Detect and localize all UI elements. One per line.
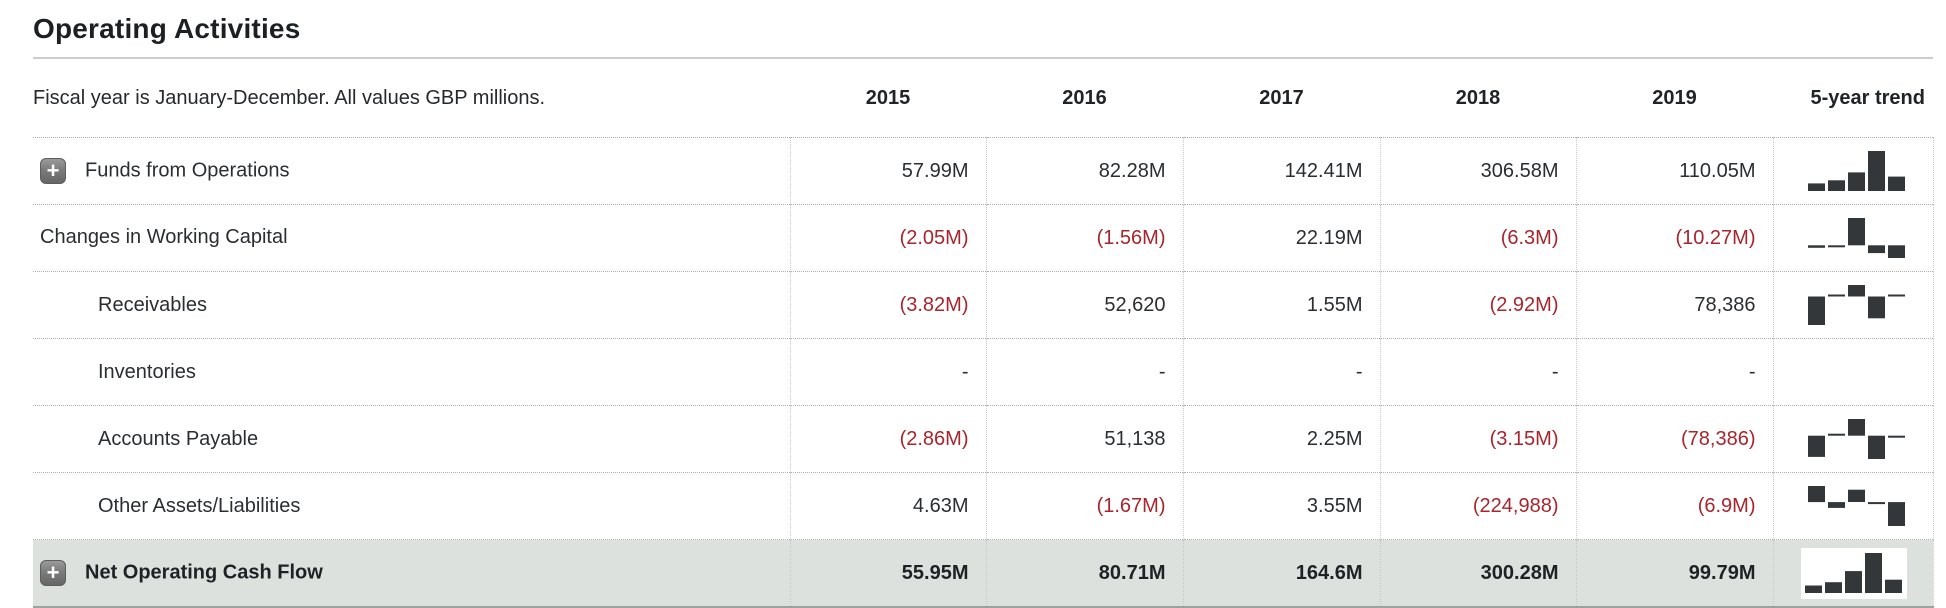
column-header-trend: 5-year trend bbox=[1810, 86, 1926, 109]
value-cell: 82.28M bbox=[985, 137, 1183, 205]
expand-row-button[interactable]: + bbox=[40, 158, 66, 184]
section-title-bar: Operating Activities bbox=[33, 0, 1933, 59]
table-row: Accounts Payable (2.86M) 51,138 2.25M (3.15M… bbox=[33, 405, 1934, 473]
trend-sparkline bbox=[1807, 215, 1907, 261]
value-cell: 3.55M bbox=[1182, 472, 1380, 540]
column-header-2018: 2018 bbox=[1455, 86, 1501, 109]
value-cell: (1.56M) bbox=[985, 204, 1183, 272]
row-label-cell: Inventories bbox=[33, 339, 790, 406]
value-cell: 4.63M bbox=[789, 472, 986, 540]
row-label: Receivables bbox=[98, 293, 207, 316]
trend-sparkline bbox=[1800, 547, 1907, 599]
value-cell: 2.25M bbox=[1182, 405, 1380, 473]
value-cell: 164.6M bbox=[1182, 539, 1380, 607]
value-cell: 306.58M bbox=[1379, 137, 1576, 205]
value-cell: 78,386 bbox=[1575, 271, 1773, 339]
trend-cell bbox=[1772, 204, 1934, 272]
trend-sparkline bbox=[1807, 148, 1907, 194]
value-cell: 1.55M bbox=[1182, 271, 1380, 339]
value-cell: (6.3M) bbox=[1379, 204, 1576, 272]
plus-icon: + bbox=[46, 158, 60, 183]
fiscal-note: Fiscal year is January-December. All val… bbox=[33, 86, 546, 109]
plus-icon: + bbox=[46, 560, 60, 585]
value-cell: 22.19M bbox=[1182, 204, 1380, 272]
expand-row-button[interactable]: + bbox=[40, 560, 66, 586]
trend-cell bbox=[1772, 539, 1934, 607]
page-title: Operating Activities bbox=[33, 13, 301, 44]
row-label-cell: Changes in Working Capital bbox=[33, 205, 790, 272]
row-label-cell: + Funds from Operations bbox=[33, 138, 790, 205]
value-cell: (3.82M) bbox=[789, 271, 986, 339]
table-row: Changes in Working Capital (2.05M) (1.56M)… bbox=[33, 204, 1934, 272]
value-cell: (2.86M) bbox=[789, 405, 986, 473]
value-cell: 300.28M bbox=[1379, 539, 1576, 607]
value-cell: (224,988) bbox=[1379, 472, 1576, 540]
table-row: + Funds from Operations 57.99M 82.28M 142.41… bbox=[33, 137, 1934, 205]
value-cell: 51,138 bbox=[985, 405, 1183, 473]
value-cell: 110.05M bbox=[1575, 137, 1773, 205]
row-label: Changes in Working Capital bbox=[40, 226, 288, 249]
value-cell: 52,620 bbox=[985, 271, 1183, 339]
value-cell: - bbox=[1575, 338, 1773, 406]
trend-cell bbox=[1772, 271, 1934, 339]
value-cell: 99.79M bbox=[1575, 539, 1773, 607]
row-label: Inventories bbox=[98, 360, 196, 383]
value-cell: - bbox=[1182, 338, 1380, 406]
row-label: Net Operating Cash Flow bbox=[85, 561, 323, 584]
row-label-cell: Other Assets/Liabilities bbox=[33, 473, 790, 540]
trend-cell bbox=[1772, 137, 1934, 205]
trend-sparkline bbox=[1807, 282, 1907, 328]
table-header-row: Fiscal year is January-December. All val… bbox=[33, 59, 1933, 138]
value-cell: 80.71M bbox=[985, 539, 1183, 607]
trend-cell bbox=[1772, 472, 1934, 540]
row-label: Accounts Payable bbox=[98, 427, 259, 450]
value-cell: (78,386) bbox=[1575, 405, 1773, 473]
value-cell: (2.92M) bbox=[1379, 271, 1576, 339]
table-row: Inventories - - - - - bbox=[33, 338, 1934, 406]
value-cell: (3.15M) bbox=[1379, 405, 1576, 473]
row-label-cell: Accounts Payable bbox=[33, 406, 790, 473]
row-label: Funds from Operations bbox=[85, 159, 290, 182]
value-cell: (10.27M) bbox=[1575, 204, 1773, 272]
value-cell: - bbox=[1379, 338, 1576, 406]
value-cell: (1.67M) bbox=[985, 472, 1183, 540]
value-cell: 142.41M bbox=[1182, 137, 1380, 205]
table-row: Receivables (3.82M) 52,620 1.55M (2.92M) 78,3… bbox=[33, 271, 1934, 339]
trend-cell bbox=[1772, 338, 1934, 406]
row-label-cell: Receivables bbox=[33, 272, 790, 339]
value-cell: 57.99M bbox=[789, 137, 986, 205]
value-cell: - bbox=[789, 338, 986, 406]
table-row: Other Assets/Liabilities 4.63M (1.67M) 3.55… bbox=[33, 472, 1934, 540]
table-row: + Net Operating Cash Flow 55.95M 80.71M 164.… bbox=[33, 539, 1934, 608]
value-cell: - bbox=[985, 338, 1183, 406]
column-header-2016: 2016 bbox=[1062, 86, 1107, 109]
value-cell: (6.9M) bbox=[1575, 472, 1773, 540]
trend-sparkline bbox=[1807, 416, 1907, 462]
trend-sparkline bbox=[1807, 483, 1907, 529]
operating-activities-table: Fiscal year is January-December. All val… bbox=[33, 59, 1934, 608]
value-cell: (2.05M) bbox=[789, 204, 986, 272]
row-label: Other Assets/Liabilities bbox=[98, 494, 301, 517]
column-header-2017: 2017 bbox=[1259, 86, 1304, 109]
value-cell: 55.95M bbox=[789, 539, 986, 607]
row-label-cell: + Net Operating Cash Flow bbox=[33, 540, 790, 608]
column-header-2019: 2019 bbox=[1652, 86, 1697, 109]
trend-cell bbox=[1772, 405, 1934, 473]
column-header-2015: 2015 bbox=[865, 86, 911, 109]
